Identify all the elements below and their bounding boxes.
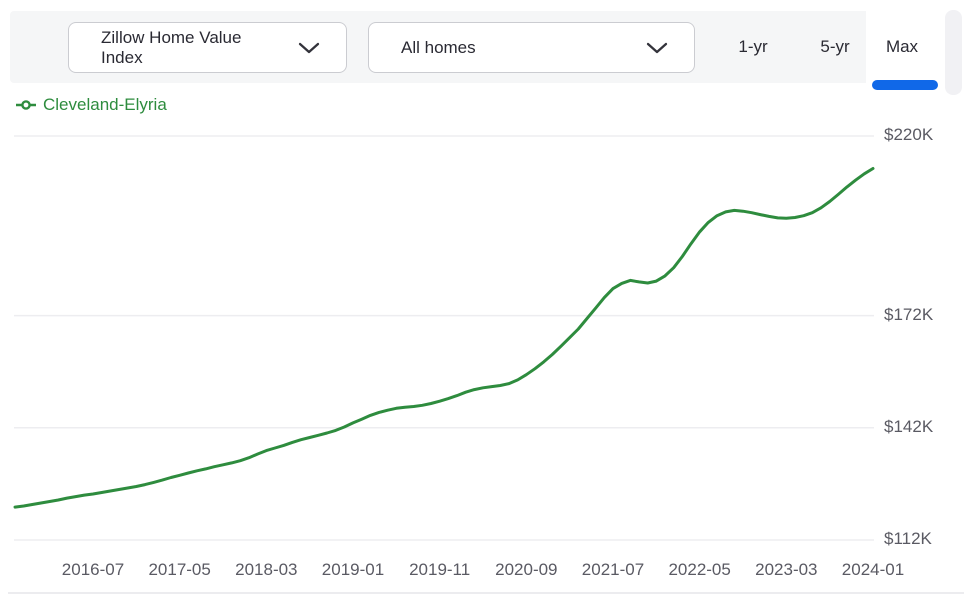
x-axis-tick-label: 2023-03 — [755, 560, 818, 579]
legend-label: Cleveland-Elyria — [43, 95, 167, 114]
bottom-divider — [8, 592, 964, 594]
metric-dropdown[interactable]: Zillow Home Value Index — [68, 22, 347, 73]
x-axis-tick-label: 2020-09 — [495, 560, 558, 579]
metric-dropdown-value: Zillow Home Value Index — [101, 27, 242, 67]
home-type-dropdown-value: All homes — [401, 37, 476, 57]
range-tab-5yr-label: 5-yr — [820, 37, 850, 56]
range-tab-1yr[interactable]: 1-yr — [722, 11, 784, 83]
range-tab-max-label: Max — [885, 37, 919, 56]
home-type-dropdown[interactable]: All homes — [368, 22, 695, 73]
chevron-down-icon — [646, 42, 668, 53]
x-axis-tick-label: 2019-01 — [321, 560, 385, 579]
gridlines — [14, 135, 874, 541]
y-axis-tick-label: $142K — [884, 416, 934, 436]
legend-line-marker-icon — [16, 100, 36, 110]
range-tab-1yr-label: 1-yr — [738, 37, 768, 56]
y-axis-tick-label: $172K — [884, 304, 934, 324]
x-axis-tick-label: 2017-05 — [148, 560, 211, 579]
y-axis-tick-label: $220K — [884, 125, 934, 144]
active-tab-underline — [872, 80, 938, 90]
chevron-down-icon — [298, 42, 320, 53]
legend-item-cleveland-elyria[interactable]: Cleveland-Elyria — [16, 93, 167, 117]
series-line — [13, 167, 875, 509]
series-polyline — [13, 167, 875, 509]
x-axis-tick-label: 2019-11 — [409, 560, 471, 579]
x-axis-tick-label: 2016-07 — [61, 560, 125, 579]
x-axis-tick-label: 2022-05 — [668, 560, 731, 579]
x-axis-tick-label: 2021-07 — [581, 560, 645, 579]
range-tab-5yr[interactable]: 5-yr — [804, 11, 866, 83]
y-axis-tick-label: $112K — [884, 529, 932, 548]
tabs-scrollbar[interactable] — [945, 10, 962, 95]
x-axis-tick-label: 2018-03 — [235, 560, 298, 579]
x-axis-tick-label: 2024-01 — [841, 560, 905, 579]
range-tab-max[interactable]: Max — [866, 11, 938, 83]
